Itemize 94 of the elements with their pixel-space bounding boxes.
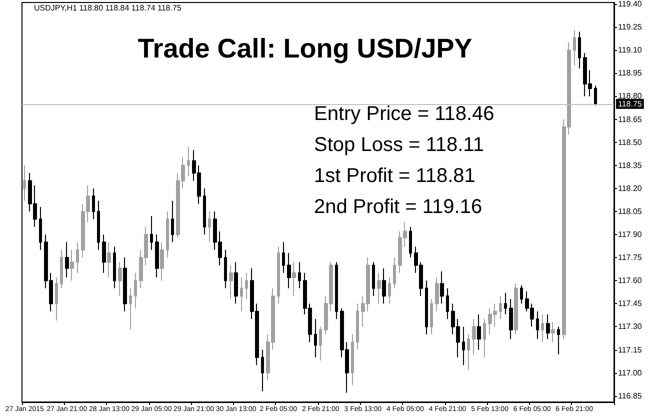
y-tick-label: 117.45 [618,299,642,308]
candlestick [160,242,164,282]
text: Trade Call: Long USD/JPY [138,34,472,64]
annotation: 2nd Profit = 119.16 [314,196,482,218]
candlestick [541,314,544,343]
candlestick [536,310,539,340]
candlestick [298,262,301,289]
y-tick-label: 117.15 [618,345,642,354]
candlestick [462,326,465,366]
candlestick [573,30,576,66]
candlestick [245,272,248,300]
candlestick [594,84,597,106]
candlestick [92,188,95,220]
candlestick [483,318,486,358]
candlestick [76,242,79,274]
y-tick-label: 119.40 [618,0,642,8]
y-tick-label: 117.30 [618,322,642,332]
candlestick [499,295,502,320]
candlestick [477,314,481,350]
candlestick [388,277,391,304]
y-tick-label: 117.90 [618,230,642,239]
candlestick [39,206,42,250]
candlestick [467,334,470,370]
y-tick-label: 118.50 [618,138,642,147]
candlestick [446,288,449,320]
y-tick-label: 117.60 [618,276,642,286]
candlestick [319,326,322,362]
candlestick [393,257,396,289]
y-tick-label: 118.80 [618,92,642,101]
candlestick [187,146,190,177]
candlestick [472,318,476,355]
candlestick [382,268,386,304]
candlestick [356,303,359,350]
y-tick-label: 119.10 [618,46,642,55]
candlestick [65,242,69,278]
candlestick [155,234,159,278]
annotation: Entry Price = 118.46 [314,103,494,125]
candlestick [351,334,354,386]
y-tick-label: 118.05 [618,206,642,216]
candlestick [551,322,555,343]
candlestick [557,326,560,355]
candlestick [55,277,58,322]
candlestick [314,318,317,358]
candlestick [23,164,26,202]
candlestick [240,277,243,312]
y-tick-label: 119.25 [618,22,642,32]
candlestick [229,264,233,300]
ref-line-label: 118.75 [618,99,642,108]
annotation: USDJPY,H1 118.80 118.84 118.74 118.75 [34,4,182,12]
candlestick [578,31,581,70]
candlestick [60,249,63,289]
candlestick [520,284,523,304]
candlestick [134,272,137,309]
y-tick-label: 118.35 [618,160,642,170]
candlestick [546,314,550,340]
candlestick [514,283,518,335]
y-tick-label: 118.95 [618,68,642,78]
candlestick [409,226,412,258]
candlestick [234,262,238,304]
candlestick [150,216,153,250]
annotation: 1st Profit = 118.81 [314,165,476,187]
candlestick [97,200,100,250]
candlestick [440,270,444,304]
candlestick [292,262,296,296]
candlestick [372,262,375,296]
candlestick [70,249,74,282]
y-tick-label: 116.85 [618,391,642,400]
candlestick [123,257,127,312]
candlestick [282,242,285,274]
candlestick [166,210,169,258]
candlestick [107,242,111,278]
candlestick [171,200,174,243]
candlestick [377,272,381,304]
y-tick-label: 118.65 [618,114,642,124]
candlestick [208,210,211,243]
candlestick [118,262,122,296]
candlestick [509,298,513,340]
y-tick-label: 117.75 [618,253,642,262]
annotation: Stop Loss = 118.11 [314,134,484,156]
candlestick [425,280,428,335]
candlestick [504,292,507,315]
candlestick [287,252,291,289]
candlestick [435,277,439,312]
candlestick [335,262,338,320]
candlestick [102,234,106,274]
candlestick [129,288,132,330]
y-tick-label: 118.20 [618,184,642,193]
candlestick [113,246,116,289]
candlestick [430,298,433,335]
candlestick [224,249,227,289]
candlestick [203,188,206,235]
candlestick [277,246,280,304]
candlestick [261,349,264,392]
y-tick-label: 117.00 [618,368,642,378]
